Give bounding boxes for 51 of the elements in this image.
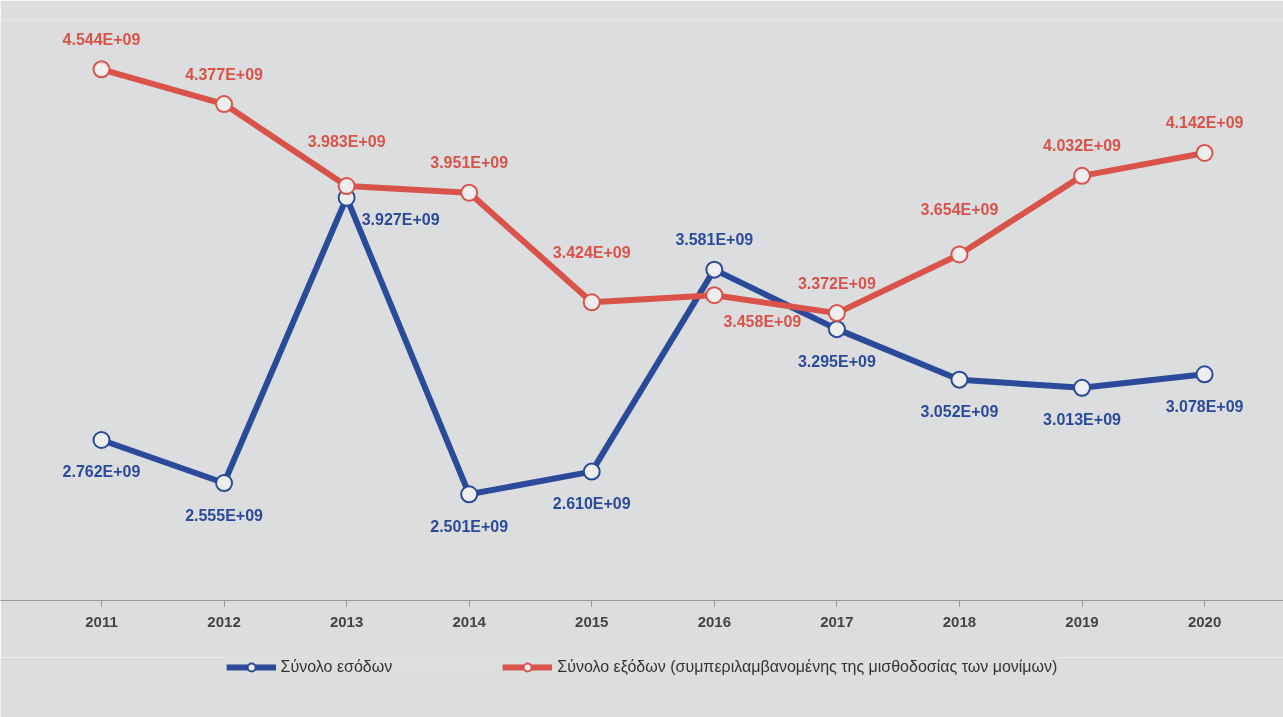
point (460, 183, 479, 202)
legend-label: Σύνολο εξόδων (συμπεριλαμβανομένης της μισθοδοσίας των μονίμων) (557, 658, 1058, 676)
data-label: 2.555E+09 (185, 506, 264, 524)
data-label: 3.424E+09 (552, 243, 631, 261)
point (1073, 378, 1091, 397)
point (92, 431, 111, 449)
point (705, 286, 724, 305)
data-label: 2.501E+09 (430, 517, 509, 535)
point (337, 177, 356, 196)
legend-label: Σύνολο εσόδων (280, 658, 393, 676)
point (215, 95, 234, 114)
point (827, 304, 846, 323)
data-label: 3.295E+09 (797, 352, 876, 370)
x-tick-label: 2015 (575, 612, 609, 630)
data-label: 3.927E+09 (361, 211, 440, 229)
point (582, 462, 601, 481)
x-tick-label: 2017 (820, 612, 854, 630)
data-label: 3.052E+09 (920, 403, 999, 421)
x-tick-label: 2018 (942, 612, 977, 630)
data-label: 3.983E+09 (307, 132, 386, 150)
data-label: 3.654E+09 (920, 200, 999, 218)
x-tick-label: 2014 (452, 612, 487, 630)
point (1195, 365, 1214, 384)
point (582, 293, 601, 312)
data-label: 4.142E+09 (1165, 114, 1244, 132)
data-label: 4.032E+09 (1043, 137, 1122, 155)
data-label: 3.581E+09 (675, 231, 754, 249)
point (460, 485, 479, 504)
data-label: 3.013E+09 (1043, 411, 1122, 429)
x-tick-label: 2019 (1065, 612, 1099, 630)
point (1073, 166, 1091, 185)
point (705, 260, 724, 279)
point (92, 60, 111, 79)
point (1195, 143, 1214, 162)
x-tick-label: 2020 (1187, 612, 1222, 630)
data-label: 4.377E+09 (185, 65, 264, 83)
data-label: 3.458E+09 (723, 312, 802, 330)
point (215, 474, 234, 493)
x-tick-label: 2011 (85, 612, 118, 630)
point (950, 370, 969, 389)
data-label: 2.762E+09 (62, 463, 141, 481)
x-tick-label: 2016 (697, 612, 731, 630)
x-tick-label: 2013 (329, 612, 364, 630)
data-label: 3.951E+09 (430, 154, 509, 172)
x-tick-label: 2012 (207, 612, 241, 630)
point (950, 245, 969, 264)
point (827, 320, 846, 339)
data-label: 3.078E+09 (1165, 397, 1244, 415)
data-label: 2.610E+09 (552, 495, 631, 513)
data-label: 3.372E+09 (797, 274, 876, 292)
data-label: 4.544E+09 (62, 30, 141, 48)
